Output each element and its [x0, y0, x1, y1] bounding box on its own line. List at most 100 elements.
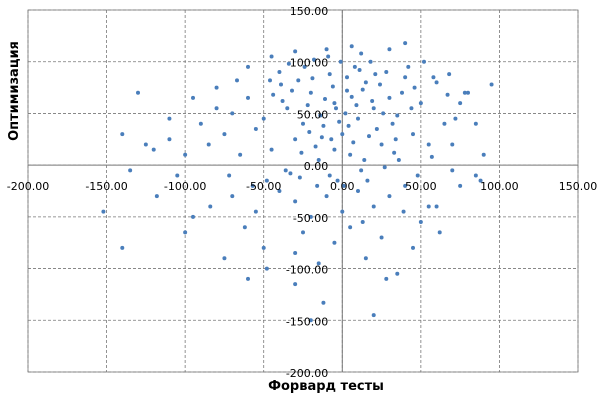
point: [167, 137, 172, 142]
point: [392, 150, 397, 155]
point: [206, 142, 211, 147]
point: [227, 173, 232, 178]
point: [390, 121, 395, 126]
y-tick-label: 50.00: [297, 108, 329, 121]
point: [307, 130, 312, 135]
point: [293, 137, 298, 142]
point: [473, 173, 478, 178]
point: [379, 235, 384, 240]
point: [326, 54, 331, 59]
point: [466, 90, 470, 95]
point: [323, 96, 327, 101]
point: [395, 271, 400, 276]
x-tick-label: -100.00: [164, 180, 206, 193]
point: [387, 194, 392, 199]
point: [387, 47, 392, 52]
x-tick-label: -200.00: [7, 180, 49, 193]
point: [208, 204, 213, 209]
point: [418, 101, 423, 106]
point: [324, 194, 329, 199]
point: [246, 95, 250, 100]
point: [222, 132, 227, 137]
point: [305, 103, 310, 108]
point: [359, 51, 364, 56]
y-tick-label: 150.00: [290, 5, 329, 18]
point: [349, 94, 354, 99]
point: [280, 99, 285, 104]
point: [357, 67, 362, 72]
point: [230, 111, 235, 116]
point: [415, 173, 420, 178]
point: [450, 142, 455, 147]
point: [384, 70, 389, 75]
point: [264, 266, 269, 271]
x-tick-label: 0.00: [330, 180, 355, 193]
y-tick-label: -150.00: [286, 315, 328, 328]
point: [349, 44, 354, 49]
point: [334, 106, 338, 111]
point: [315, 183, 320, 188]
point: [340, 209, 345, 214]
x-tick-label: -50.00: [246, 180, 281, 193]
point: [426, 142, 431, 147]
point: [324, 47, 329, 52]
point: [330, 84, 335, 89]
point: [341, 183, 346, 188]
point: [346, 123, 351, 128]
point: [411, 132, 415, 137]
point: [297, 175, 302, 180]
x-axis-title: Форвард тесты: [268, 379, 384, 394]
point: [343, 111, 348, 116]
point: [299, 150, 304, 155]
point: [431, 75, 436, 80]
point: [403, 41, 408, 46]
point: [327, 72, 332, 77]
point: [348, 225, 353, 230]
point: [387, 95, 392, 100]
point: [154, 194, 159, 199]
point: [381, 111, 386, 116]
point: [222, 256, 227, 261]
point: [400, 90, 404, 95]
y-tick-label: -100.00: [286, 264, 328, 277]
point: [396, 157, 401, 162]
point: [411, 245, 415, 250]
point: [351, 140, 356, 145]
x-tick-label: 150.00: [559, 180, 598, 193]
point: [356, 189, 360, 193]
point: [378, 82, 382, 87]
point: [269, 147, 274, 152]
point: [316, 157, 321, 162]
point: [167, 116, 172, 121]
point: [401, 209, 406, 214]
point: [458, 183, 463, 188]
point: [246, 64, 250, 69]
point: [293, 199, 298, 204]
point: [316, 261, 321, 266]
point: [473, 121, 478, 126]
point: [478, 178, 483, 183]
point: [198, 121, 203, 126]
y-axis-title: Оптимизация: [7, 41, 22, 141]
point: [288, 171, 293, 176]
point: [489, 82, 494, 87]
point: [128, 168, 133, 173]
point: [354, 103, 359, 108]
point: [403, 183, 408, 188]
point: [264, 178, 269, 183]
point: [363, 80, 368, 85]
point: [293, 251, 298, 256]
point: [450, 168, 455, 173]
point: [352, 64, 357, 69]
point: [345, 75, 349, 80]
point: [261, 245, 266, 250]
point: [329, 137, 334, 142]
point: [371, 106, 376, 111]
point: [406, 64, 411, 69]
point: [367, 134, 371, 139]
point: [302, 64, 307, 69]
point: [458, 101, 463, 106]
point: [261, 116, 266, 121]
point: [382, 165, 387, 170]
